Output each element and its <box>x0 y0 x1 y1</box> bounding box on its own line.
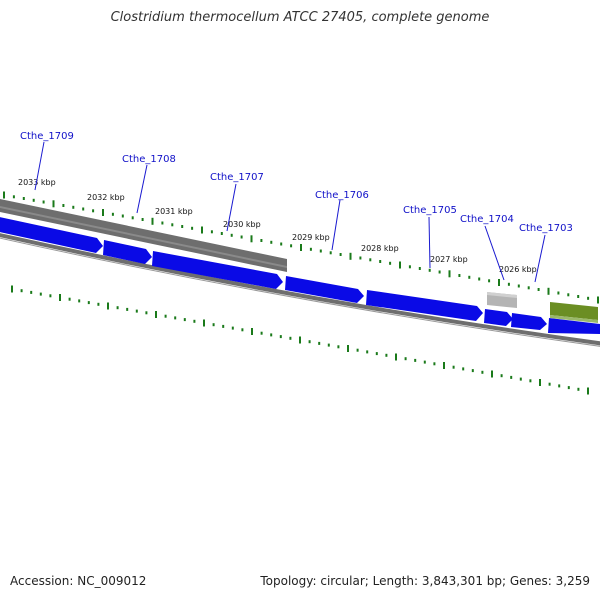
upper-tick-row <box>3 191 599 304</box>
cds-arrow <box>285 276 364 303</box>
gray-feature-band <box>0 199 287 272</box>
cds-arrow <box>103 240 152 264</box>
scale-label: 2028 kbp <box>361 244 399 253</box>
scale-label: 2029 kbp <box>292 233 330 242</box>
accession-text: Accession: NC_009012 <box>10 574 147 588</box>
gene-leader-line <box>34 141 45 191</box>
cds-arrow <box>152 251 283 289</box>
gene-label-cthe-1708[interactable]: Cthe_1708 <box>122 154 176 165</box>
cds-arrow <box>548 318 600 334</box>
scale-label: 2027 kbp <box>430 255 468 264</box>
cds-arrow <box>366 290 483 321</box>
cds-track <box>0 217 600 334</box>
gene-leader-line <box>484 225 505 281</box>
gene-label-cthe-1707[interactable]: Cthe_1707 <box>210 172 264 183</box>
gene-leader-line <box>534 234 546 283</box>
green-feature-base <box>550 315 598 323</box>
scale-label: 2031 kbp <box>155 207 193 216</box>
cds-arrow <box>484 309 513 326</box>
gray-feature-top <box>487 292 517 298</box>
map-title: Clostridium thermocellum ATCC 27405, com… <box>110 10 490 25</box>
gene-leader-line <box>428 216 431 269</box>
cds-arrow <box>0 217 103 253</box>
gene-labels: Cthe_1709 Cthe_1708 Cthe_1707 Cthe_1706 … <box>20 131 573 234</box>
gene-leader-line <box>226 183 237 232</box>
gene-leader-line <box>136 164 148 214</box>
lower-tick-row <box>11 285 589 395</box>
scale-label: 2032 kbp <box>87 193 125 202</box>
gene-label-cthe-1704[interactable]: Cthe_1704 <box>460 214 514 225</box>
gene-leader-lines <box>34 141 546 283</box>
gene-label-cthe-1703[interactable]: Cthe_1703 <box>519 223 573 234</box>
gray-feature-band-highlight <box>0 206 287 268</box>
scale-label: 2030 kbp <box>223 220 261 229</box>
backbone-track <box>0 233 600 346</box>
scale-label: 2026 kbp <box>499 265 537 274</box>
gene-label-cthe-1705[interactable]: Cthe_1705 <box>403 205 457 216</box>
gene-label-cthe-1706[interactable]: Cthe_1706 <box>315 190 369 201</box>
cds-arrow <box>511 313 547 330</box>
green-feature <box>550 302 598 320</box>
gene-leader-line <box>331 199 341 251</box>
genome-summary-text: Topology: circular; Length: 3,843,301 bp… <box>260 574 590 588</box>
backbone-track-shadow <box>0 237 600 347</box>
gene-label-cthe-1709[interactable]: Cthe_1709 <box>20 131 74 142</box>
